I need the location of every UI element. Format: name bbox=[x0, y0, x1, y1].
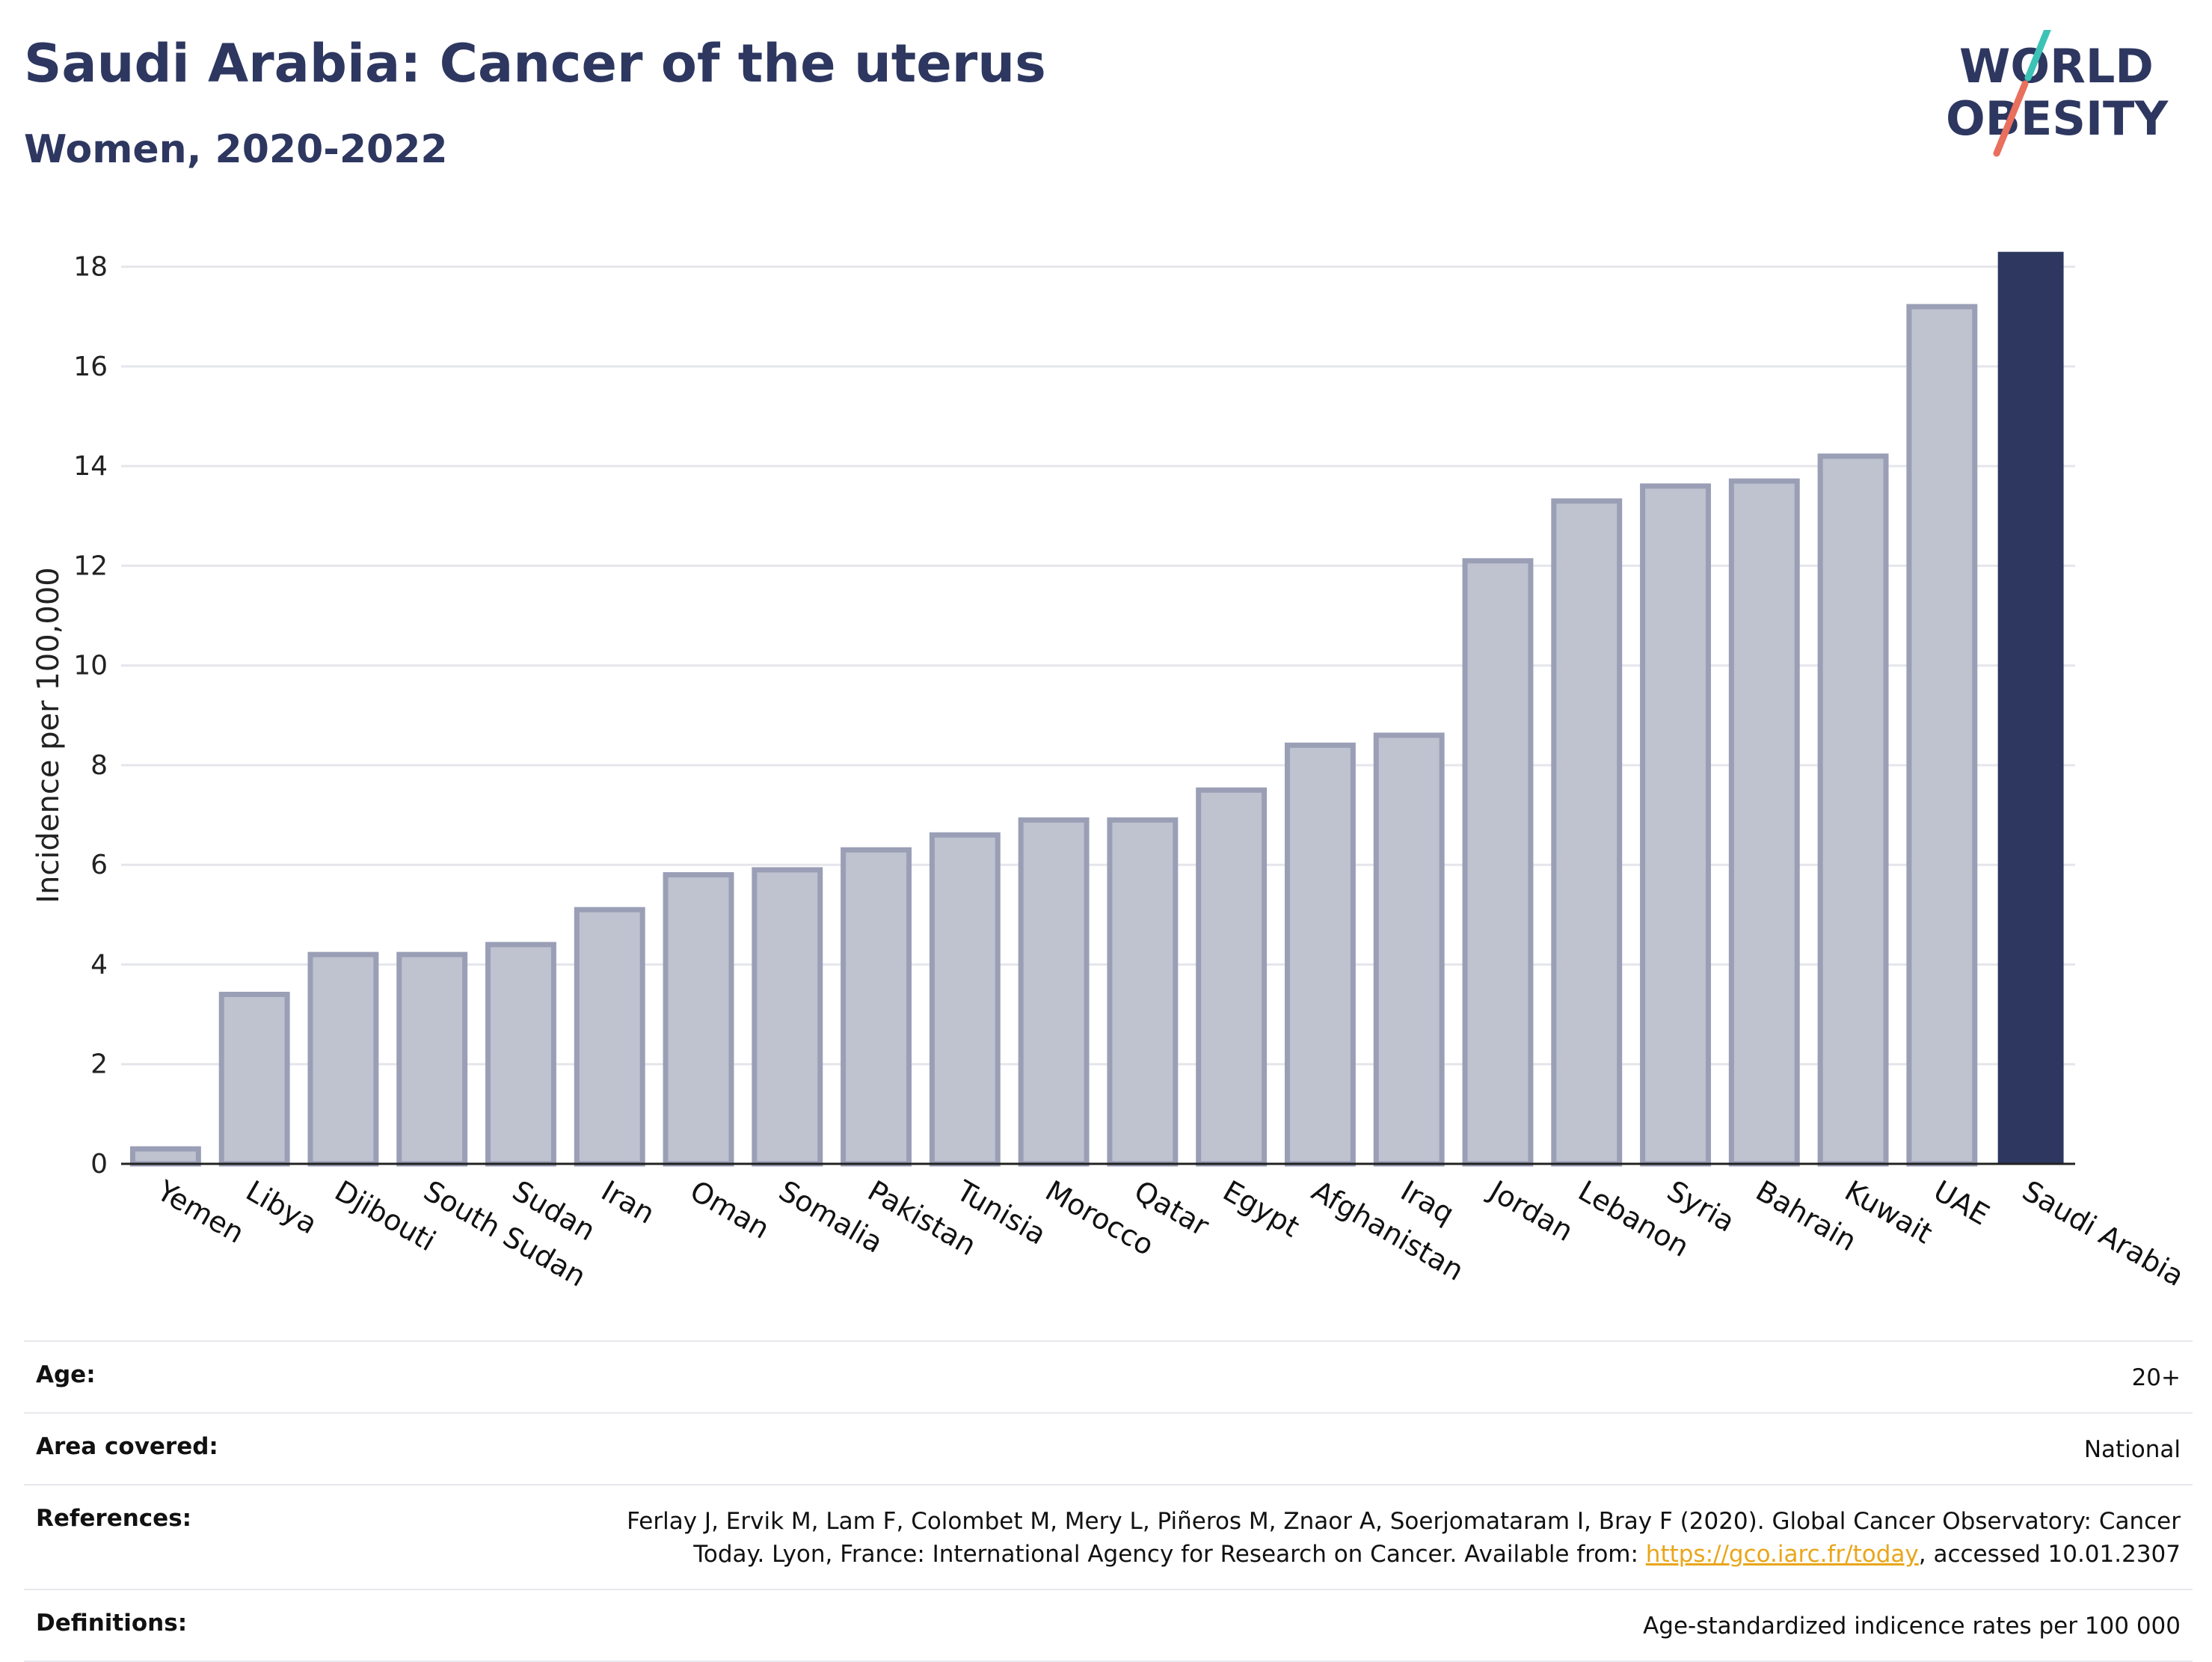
bars bbox=[129, 251, 2064, 1167]
reference-link[interactable]: https://gco.iarc.fr/today bbox=[1645, 1541, 1919, 1568]
x-tick-label: Afghanistan bbox=[1306, 1174, 1469, 1287]
bar-iran bbox=[574, 907, 645, 1167]
metadata-table: Age: 20+ Area covered: National Referenc… bbox=[24, 1340, 2193, 1662]
y-tick-label: 8 bbox=[90, 750, 108, 781]
bar-egypt bbox=[1196, 787, 1268, 1167]
bar-afghanistan bbox=[1284, 742, 1356, 1167]
meta-value: Age-standardized indicence rates per 100… bbox=[1643, 1613, 2181, 1640]
meta-label: Area covered: bbox=[36, 1433, 218, 1460]
chart-title: Saudi Arabia: Cancer of the uterus bbox=[24, 33, 1046, 94]
reference-line-2-suffix: , accessed 10.01.2307 bbox=[1918, 1541, 2181, 1568]
bar-morocco bbox=[1018, 817, 1090, 1167]
logo-line-1: WORLD bbox=[1959, 39, 2154, 93]
world-obesity-logo: WORLD OBESITY bbox=[1946, 30, 2169, 157]
meta-label: Age: bbox=[36, 1361, 96, 1388]
x-tick-label: Iran bbox=[596, 1174, 660, 1230]
bar-saudi-arabia bbox=[1997, 251, 2064, 1164]
y-tick-label: 16 bbox=[73, 352, 108, 382]
bar-sudan bbox=[485, 942, 556, 1167]
x-tick-label: Saudi Arabia bbox=[2017, 1174, 2190, 1293]
logo-slash-teal bbox=[2024, 30, 2051, 82]
bar-south-sudan bbox=[396, 951, 468, 1167]
y-tick-label: 6 bbox=[90, 850, 108, 880]
bar-uae bbox=[1906, 304, 1978, 1167]
bar-djibouti bbox=[307, 951, 379, 1167]
bar-yemen bbox=[129, 1146, 201, 1167]
bar-libya bbox=[218, 991, 290, 1167]
bar-pakistan bbox=[841, 847, 912, 1167]
meta-label: Definitions: bbox=[36, 1610, 188, 1637]
x-tick-label: Djibouti bbox=[329, 1174, 441, 1258]
y-tick-label: 10 bbox=[73, 651, 108, 681]
y-tick-label: 4 bbox=[90, 949, 108, 980]
bar-oman bbox=[663, 872, 734, 1167]
meta-row-definitions: Definitions: Age-standardized indicence … bbox=[24, 1589, 2193, 1662]
x-tick-label: Jordan bbox=[1483, 1174, 1579, 1248]
y-tick-label: 2 bbox=[90, 1049, 108, 1080]
meta-row-references: References: Ferlay J, Ervik M, Lam F, Co… bbox=[24, 1484, 2193, 1589]
bar-jordan bbox=[1462, 558, 1534, 1167]
meta-row-age: Age: 20+ bbox=[24, 1340, 2193, 1412]
meta-value: 20+ bbox=[2131, 1364, 2181, 1391]
chart-subtitle: Women, 2020-2022 bbox=[24, 127, 448, 172]
bar-bahrain bbox=[1728, 478, 1800, 1167]
meta-label: References: bbox=[36, 1505, 192, 1532]
x-tick-label: Bahrain bbox=[1751, 1174, 1862, 1258]
bar-somalia bbox=[752, 867, 823, 1167]
bar-lebanon bbox=[1551, 498, 1623, 1167]
x-tick-label: Oman bbox=[685, 1174, 775, 1245]
meta-value: Ferlay J, Ervik M, Lam F, Colombet M, Me… bbox=[627, 1505, 2181, 1571]
bar-tunisia bbox=[929, 832, 1001, 1167]
y-tick-label: 18 bbox=[73, 252, 108, 283]
y-tick-label: 12 bbox=[73, 551, 108, 581]
bar-syria bbox=[1640, 483, 1711, 1167]
y-tick-label: 14 bbox=[73, 451, 108, 482]
x-tick-label: Egypt bbox=[1217, 1174, 1305, 1244]
reference-line-1: Ferlay J, Ervik M, Lam F, Colombet M, Me… bbox=[627, 1508, 2181, 1535]
logo-slash-coral bbox=[1993, 80, 2029, 157]
logo-line-2: OBESITY bbox=[1946, 91, 2169, 146]
reference-line-2-prefix: Today. Lyon, France: International Agenc… bbox=[693, 1541, 1646, 1568]
bar-qatar bbox=[1107, 817, 1179, 1167]
meta-row-area: Area covered: National bbox=[24, 1412, 2193, 1484]
bar-iraq bbox=[1373, 732, 1445, 1167]
x-tick-label: UAE bbox=[1928, 1174, 1994, 1232]
y-axis-label: Incidence per 100,000 bbox=[31, 567, 66, 904]
x-tick-label: Libya bbox=[241, 1174, 323, 1241]
x-tick-label: Yemen bbox=[151, 1174, 250, 1250]
meta-value: National bbox=[2083, 1436, 2181, 1463]
y-tick-label: 0 bbox=[90, 1149, 108, 1180]
bar-kuwait bbox=[1817, 453, 1889, 1167]
y-tick-labels: 0 2 4 6 8 10 12 14 16 18 bbox=[73, 252, 108, 1180]
